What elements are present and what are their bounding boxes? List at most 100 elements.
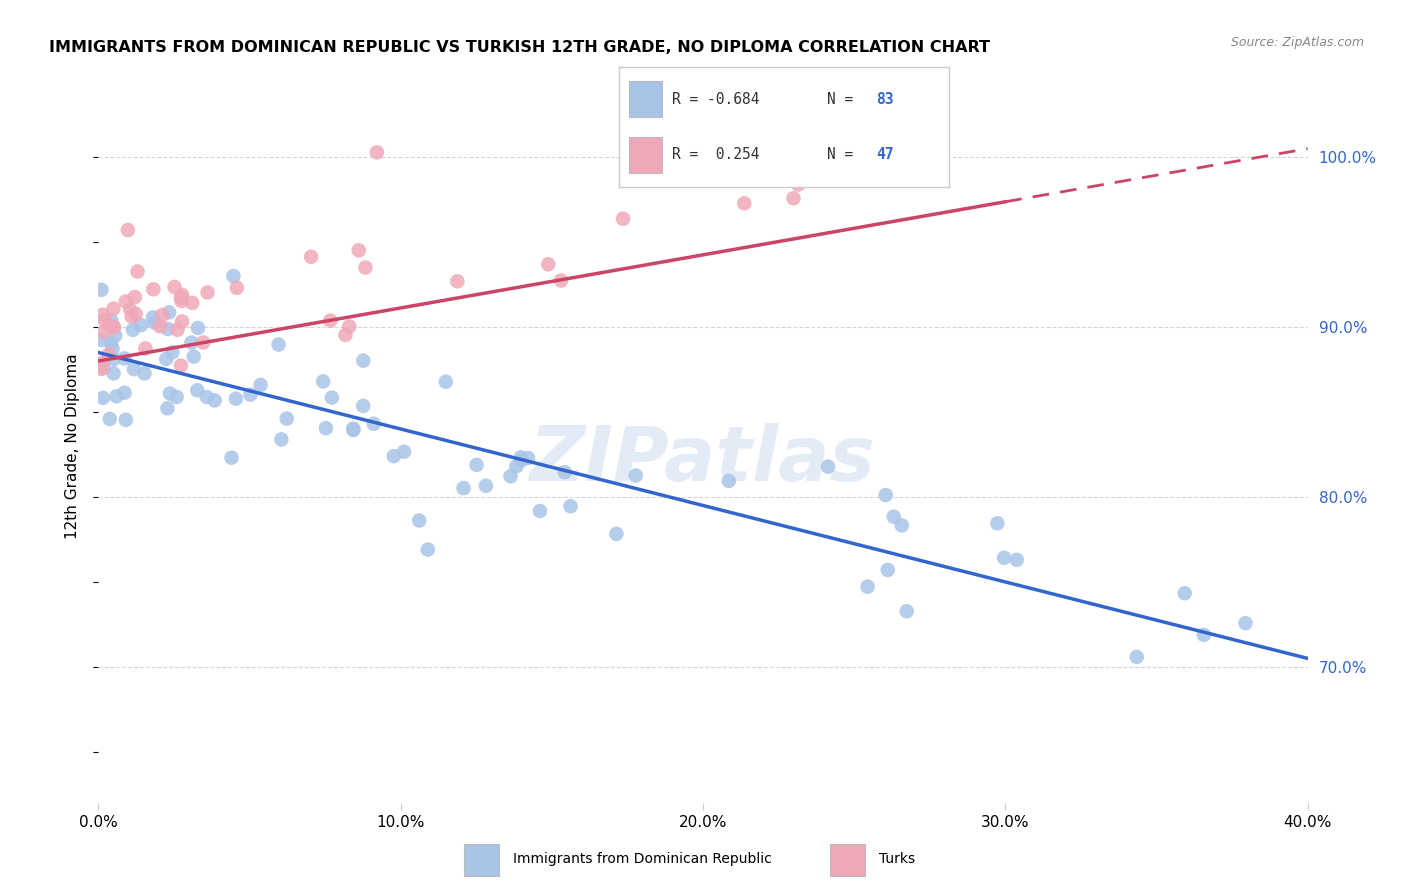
Point: [121, 310, 143, 324]
Point: [172, 288, 194, 302]
Point: [319, 313, 342, 327]
Text: R = -0.684: R = -0.684: [672, 92, 759, 107]
Point: [187, 321, 209, 335]
Point: [560, 500, 582, 514]
Point: [876, 563, 898, 577]
Point: [100, 336, 122, 351]
Point: [509, 450, 531, 465]
Point: [612, 211, 634, 226]
Point: [195, 390, 218, 404]
Text: R =  0.254: R = 0.254: [672, 147, 759, 162]
Point: [93, 359, 115, 374]
Point: [157, 305, 180, 319]
Point: [382, 449, 405, 463]
Text: Turks: Turks: [879, 852, 915, 865]
Point: [142, 310, 165, 325]
Point: [122, 323, 145, 337]
Text: N =: N =: [827, 147, 862, 162]
Point: [91, 356, 114, 370]
Point: [166, 323, 188, 337]
Point: [197, 285, 219, 300]
Point: [733, 196, 755, 211]
Point: [225, 392, 247, 406]
Point: [363, 417, 385, 431]
Point: [267, 337, 290, 351]
Point: [883, 509, 905, 524]
Point: [787, 178, 810, 192]
Point: [352, 353, 374, 368]
Point: [554, 465, 576, 479]
Point: [537, 257, 560, 271]
Text: 83: 83: [876, 92, 894, 107]
Point: [475, 479, 498, 493]
Point: [149, 319, 172, 334]
Point: [465, 458, 488, 472]
FancyBboxPatch shape: [464, 844, 499, 876]
Point: [270, 433, 292, 447]
Point: [103, 367, 125, 381]
Point: [170, 291, 193, 305]
Text: N =: N =: [827, 92, 862, 107]
Point: [186, 383, 208, 397]
Point: [342, 421, 364, 435]
Point: [193, 335, 215, 350]
Point: [101, 342, 124, 356]
Text: Source: ZipAtlas.com: Source: ZipAtlas.com: [1230, 36, 1364, 49]
Point: [181, 296, 204, 310]
Point: [97, 348, 120, 362]
Point: [221, 450, 243, 465]
Point: [550, 273, 572, 287]
Point: [993, 550, 1015, 565]
Point: [156, 401, 179, 416]
Point: [117, 223, 139, 237]
Point: [150, 308, 173, 322]
Text: Immigrants from Dominican Republic: Immigrants from Dominican Republic: [513, 852, 772, 865]
Point: [529, 504, 551, 518]
Point: [249, 377, 271, 392]
Point: [172, 314, 194, 328]
Point: [1126, 649, 1149, 664]
FancyBboxPatch shape: [830, 844, 865, 876]
Point: [817, 459, 839, 474]
Point: [159, 386, 181, 401]
Point: [352, 399, 374, 413]
Point: [90, 283, 112, 297]
Point: [120, 302, 142, 317]
Point: [163, 280, 186, 294]
Point: [93, 325, 115, 339]
Point: [155, 351, 177, 366]
Point: [408, 514, 430, 528]
Point: [624, 468, 647, 483]
Point: [98, 318, 121, 332]
Point: [204, 393, 226, 408]
Point: [104, 328, 127, 343]
FancyBboxPatch shape: [628, 81, 662, 118]
Point: [342, 423, 364, 437]
Point: [312, 375, 335, 389]
Point: [434, 375, 457, 389]
Point: [903, 153, 925, 167]
Point: [222, 269, 245, 284]
Point: [347, 244, 370, 258]
Point: [453, 481, 475, 495]
Point: [276, 411, 298, 425]
Point: [896, 604, 918, 618]
Point: [134, 367, 156, 381]
Point: [166, 390, 188, 404]
Point: [366, 145, 388, 160]
Point: [499, 469, 522, 483]
Point: [354, 260, 377, 275]
Y-axis label: 12th Grade, No Diploma: 12th Grade, No Diploma: [65, 353, 80, 539]
Point: [875, 488, 897, 502]
Point: [170, 293, 193, 308]
Point: [103, 320, 125, 334]
Point: [125, 307, 148, 321]
Point: [505, 459, 527, 474]
Point: [143, 316, 166, 330]
Point: [156, 322, 179, 336]
Point: [129, 318, 152, 332]
Point: [299, 250, 322, 264]
Point: [91, 391, 114, 405]
FancyBboxPatch shape: [628, 136, 662, 173]
Point: [337, 319, 360, 334]
